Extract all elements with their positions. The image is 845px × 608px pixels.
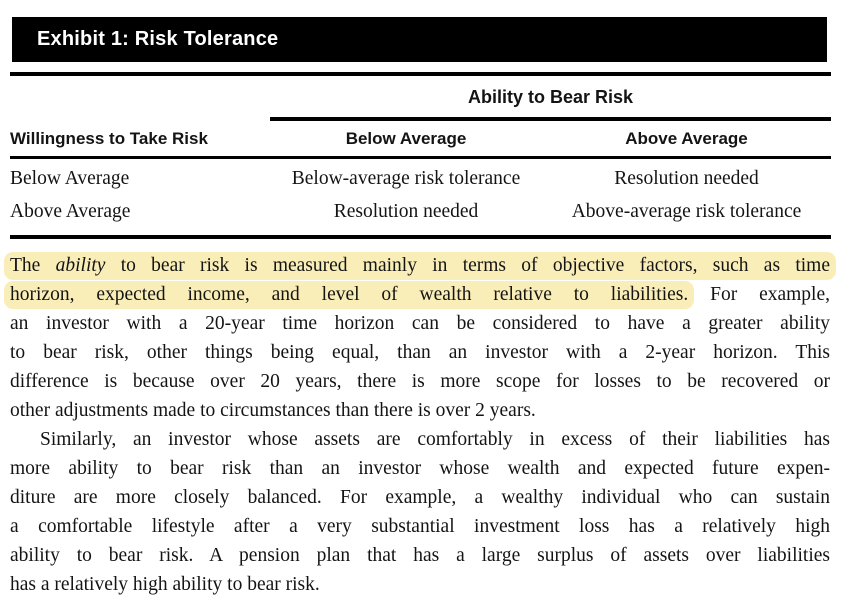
text-segment: diture are more closely balanced. For ex… xyxy=(10,487,830,508)
table-cell: Resolution needed xyxy=(333,201,479,222)
text-segment: difference is because over 20 years, the… xyxy=(10,371,830,392)
column-header-willingness: Willingness to Take Risk xyxy=(10,129,208,148)
risk-tolerance-table: Ability to Bear Risk Willingness to Take… xyxy=(10,72,831,239)
column-header-below-average: Below Average xyxy=(345,129,467,148)
body-line: other adjustments made to circumstances … xyxy=(10,396,830,425)
text-segment: ability to bear risk. A pension plan tha… xyxy=(10,545,830,566)
table-cell: Resolution needed xyxy=(614,168,759,189)
table-row: Above Average Resolution needed Above-av… xyxy=(10,196,831,229)
table-column-headers: Willingness to Take Risk Below Average A… xyxy=(10,121,831,159)
exhibit-header-bar: Exhibit 1: Risk Tolerance xyxy=(12,17,827,62)
body-line: diture are more closely balanced. For ex… xyxy=(10,483,830,512)
body-line: horizon, expected income, and level of w… xyxy=(4,280,830,309)
table-cell: Above-average risk tolerance xyxy=(571,201,802,222)
highlighted-text: The ability to bear risk is measured mai… xyxy=(4,252,836,280)
row-label: Above Average xyxy=(10,201,131,222)
text-segment: Similarly, an investor whose assets are … xyxy=(40,429,830,450)
body-line: The ability to bear risk is measured mai… xyxy=(4,251,836,280)
body-line: more ability to bear risk than an invest… xyxy=(10,454,830,483)
body-line: difference is because over 20 years, the… xyxy=(10,367,830,396)
text-segment: horizon, expected income, and level of w… xyxy=(10,284,689,305)
text-segment: has a relatively high ability to bear ri… xyxy=(10,574,320,595)
body-line: an investor with a 20-year time horizon … xyxy=(10,309,830,338)
body-line: a comfortable lifestyle after a very sub… xyxy=(10,512,830,541)
text-segment: to bear risk is measured mainly in terms… xyxy=(105,255,830,276)
body-line: ability to bear risk. A pension plan tha… xyxy=(10,541,830,570)
body-line: Similarly, an investor whose assets are … xyxy=(10,425,830,454)
body-paragraph: Similarly, an investor whose assets are … xyxy=(10,425,830,599)
body-line: has a relatively high ability to bear ri… xyxy=(10,570,830,599)
text-segment: For example, xyxy=(688,284,830,305)
table-row: Below Average Below-average risk toleran… xyxy=(10,163,831,196)
text-segment: a comfortable lifestyle after a very sub… xyxy=(10,516,830,537)
body-paragraph: The ability to bear risk is measured mai… xyxy=(4,251,836,425)
column-header-above-average: Above Average xyxy=(625,129,748,148)
highlighted-text: horizon, expected income, and level of w… xyxy=(4,281,695,309)
text-segment: an investor with a 20-year time horizon … xyxy=(10,313,830,334)
italic-text: ability xyxy=(55,255,106,276)
text-segment: The xyxy=(10,255,56,276)
body-text: The ability to bear risk is measured mai… xyxy=(4,251,836,599)
table-body: Below Average Below-average risk toleran… xyxy=(10,159,831,239)
text-segment: more ability to bear risk than an invest… xyxy=(10,458,830,479)
exhibit-title: Exhibit 1: Risk Tolerance xyxy=(37,28,279,50)
text-segment: to bear risk, other things being equal, … xyxy=(10,342,830,363)
text-segment: other adjustments made to circumstances … xyxy=(10,400,536,421)
row-label: Below Average xyxy=(10,168,130,189)
body-line: to bear risk, other things being equal, … xyxy=(10,338,830,367)
table-cell: Below-average risk tolerance xyxy=(291,168,521,189)
table-span-header: Ability to Bear Risk xyxy=(270,76,831,121)
